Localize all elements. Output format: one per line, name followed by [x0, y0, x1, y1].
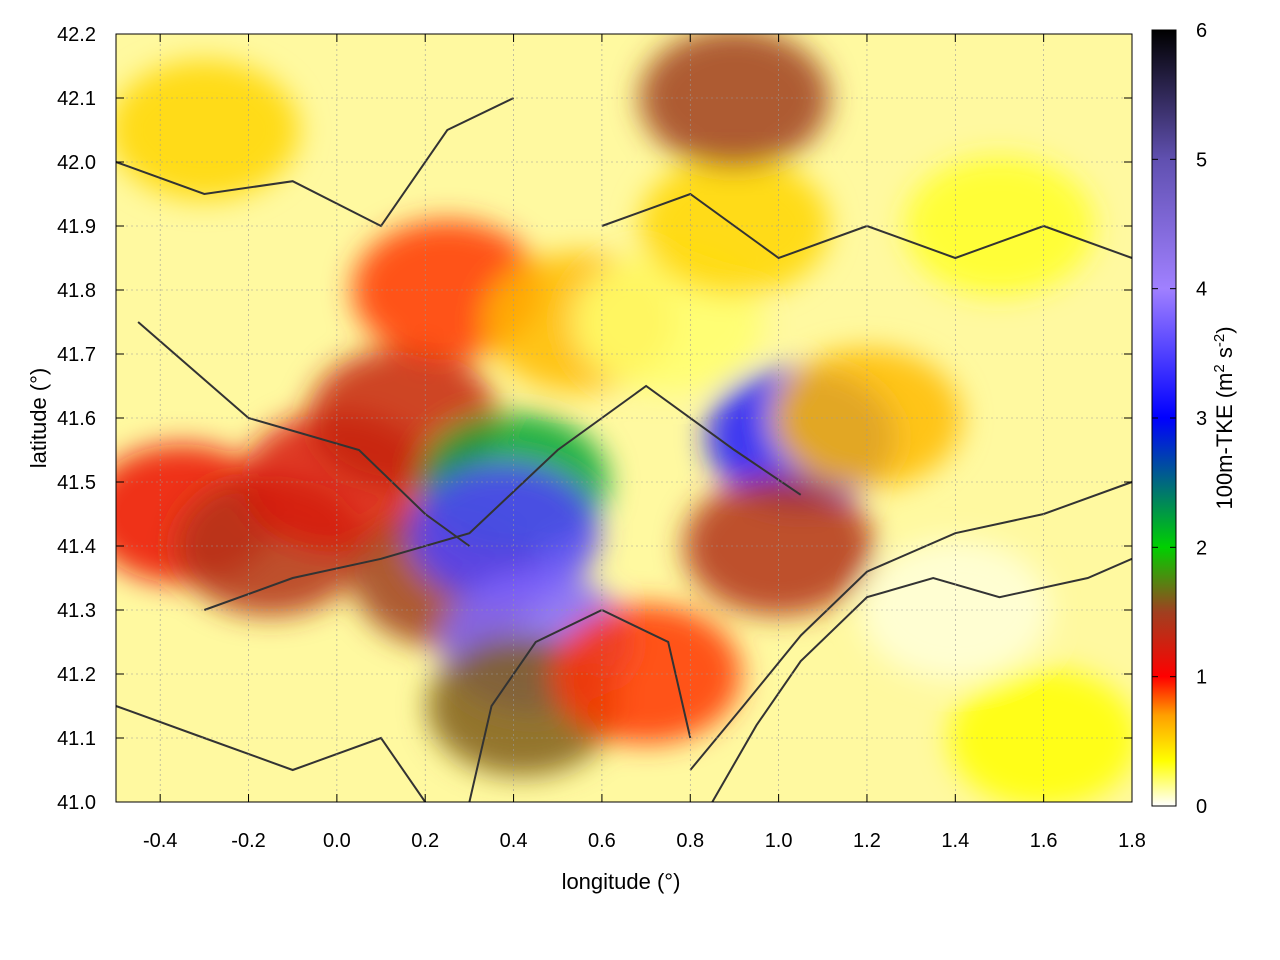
plot-area [115, 33, 1133, 803]
x-tick-label: 1.0 [765, 830, 793, 852]
y-axis-ticks: 41.0 41.1 41.2 41.3 41.4 41.5 41.6 41.7 41.8 41.9… [57, 24, 1132, 814]
contour-line [711, 557, 1132, 802]
x-tick-label: 1.8 [1118, 830, 1146, 852]
colorbar-tick-label: 0 [1196, 796, 1207, 818]
x-tick-label: 0.2 [411, 830, 439, 852]
y-tick-label: 42.0 [57, 152, 96, 174]
colorbar-ticks: 0 1 2 3 4 5 6 [1152, 20, 1207, 818]
tke-region [116, 60, 300, 200]
y-tick-label: 41.3 [57, 600, 96, 622]
colorbar-tick-label: 3 [1196, 408, 1207, 430]
x-tick-label: -0.2 [231, 830, 265, 852]
contour-line [116, 705, 427, 802]
y-tick-label: 41.9 [57, 216, 96, 238]
contour-line [116, 97, 515, 228]
grid-lines [116, 33, 1133, 803]
x-tick-label: -0.4 [143, 830, 177, 852]
contour-line [137, 321, 470, 547]
x-tick-label: 1.2 [853, 830, 881, 852]
y-tick-label: 41.7 [57, 344, 96, 366]
x-axis-label: longitude (°) [562, 869, 681, 894]
contour-line [203, 384, 802, 611]
y-axis-label: latitude (°) [26, 368, 51, 469]
colorbar-tick-label: 6 [1196, 20, 1207, 42]
colorbar-tick-label: 4 [1196, 279, 1207, 301]
y-tick-label: 41.4 [57, 536, 96, 558]
x-tick-label: 0.0 [323, 830, 351, 852]
colorbar: 0 1 2 3 4 5 6 100m-TKE (m2 s-2) [1151, 20, 1237, 818]
x-tick-label: 0.8 [676, 830, 704, 852]
colorbar-tick-label: 1 [1196, 667, 1207, 689]
y-tick-label: 41.8 [57, 280, 96, 302]
tke-region [409, 463, 600, 604]
tke-region [904, 156, 1095, 296]
terrain-contours [116, 97, 1132, 802]
y-tick-label: 41.2 [57, 664, 96, 686]
colorbar-label: 100m-TKE (m2 s-2) [1211, 326, 1237, 509]
x-tick-label: 0.4 [500, 830, 528, 852]
y-tick-label: 41.6 [57, 408, 96, 430]
heatmap-layer [116, 34, 1132, 802]
contour-line [468, 608, 692, 802]
colorbar-tick-label: 5 [1196, 149, 1207, 171]
y-tick-label: 42.1 [57, 88, 96, 110]
y-tick-label: 42.2 [57, 24, 96, 46]
colorbar-tick-label: 2 [1196, 537, 1207, 559]
tke-region [639, 34, 830, 168]
x-axis-ticks: -0.4 -0.2 0.0 0.2 0.4 0.6 0.8 1.0 1.2 1.4 1.6 1.8 [143, 34, 1146, 852]
x-tick-label: 0.6 [588, 830, 616, 852]
x-tick-label: 1.4 [941, 830, 969, 852]
y-tick-label: 41.5 [57, 472, 96, 494]
tke-region [948, 668, 1132, 802]
y-tick-label: 41.1 [57, 728, 96, 750]
y-tick-label: 41.0 [57, 792, 96, 814]
x-tick-label: 1.6 [1030, 830, 1058, 852]
